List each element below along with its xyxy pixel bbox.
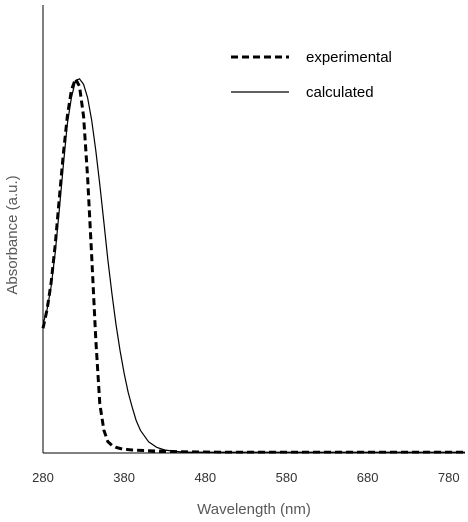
- plot-lines: [41, 77, 465, 454]
- y-axis-title: Absorbance (a.u.): [4, 175, 21, 294]
- x-tick-label: 280: [32, 470, 54, 485]
- x-axis-title: Wavelength (nm): [197, 501, 311, 518]
- legend: experimental calculated: [231, 49, 392, 101]
- legend-label-experimental: experimental: [306, 49, 392, 66]
- x-tick-label: 380: [113, 470, 135, 485]
- series-line-experimental: [41, 77, 465, 454]
- x-tick-label: 480: [194, 470, 216, 485]
- x-tick-label: 680: [357, 470, 379, 485]
- axes: [42, 5, 465, 454]
- series-line-calculated: [42, 78, 465, 453]
- x-tick-label: 580: [276, 470, 298, 485]
- x-tick-labels: 280 380 480 580 680 780: [32, 470, 459, 485]
- x-tick-label: 780: [438, 470, 460, 485]
- legend-label-calculated: calculated: [306, 84, 374, 101]
